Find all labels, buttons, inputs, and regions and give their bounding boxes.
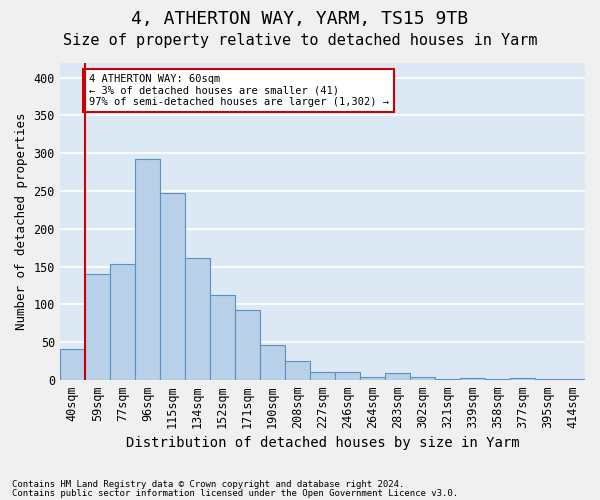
Bar bbox=[135, 158, 160, 380]
Bar bbox=[385, 374, 410, 380]
X-axis label: Distribution of detached houses by size in Yarm: Distribution of detached houses by size … bbox=[125, 436, 519, 450]
Bar bbox=[535, 378, 560, 380]
Bar bbox=[160, 192, 185, 380]
Bar bbox=[260, 346, 285, 380]
Bar bbox=[310, 372, 335, 380]
Bar bbox=[510, 378, 535, 380]
Bar bbox=[560, 378, 585, 380]
Text: Contains HM Land Registry data © Crown copyright and database right 2024.: Contains HM Land Registry data © Crown c… bbox=[12, 480, 404, 489]
Bar bbox=[185, 258, 210, 380]
Text: 4 ATHERTON WAY: 60sqm
← 3% of detached houses are smaller (41)
97% of semi-detac: 4 ATHERTON WAY: 60sqm ← 3% of detached h… bbox=[89, 74, 389, 107]
Bar bbox=[460, 378, 485, 380]
Text: Size of property relative to detached houses in Yarm: Size of property relative to detached ho… bbox=[63, 32, 537, 48]
Bar bbox=[85, 274, 110, 380]
Bar bbox=[410, 377, 435, 380]
Bar bbox=[110, 264, 135, 380]
Bar bbox=[60, 349, 85, 380]
Bar bbox=[285, 361, 310, 380]
Bar bbox=[485, 378, 510, 380]
Bar bbox=[335, 372, 360, 380]
Text: Contains public sector information licensed under the Open Government Licence v3: Contains public sector information licen… bbox=[12, 489, 458, 498]
Bar bbox=[235, 310, 260, 380]
Y-axis label: Number of detached properties: Number of detached properties bbox=[15, 112, 28, 330]
Bar bbox=[360, 377, 385, 380]
Text: 4, ATHERTON WAY, YARM, TS15 9TB: 4, ATHERTON WAY, YARM, TS15 9TB bbox=[131, 10, 469, 28]
Bar bbox=[210, 296, 235, 380]
